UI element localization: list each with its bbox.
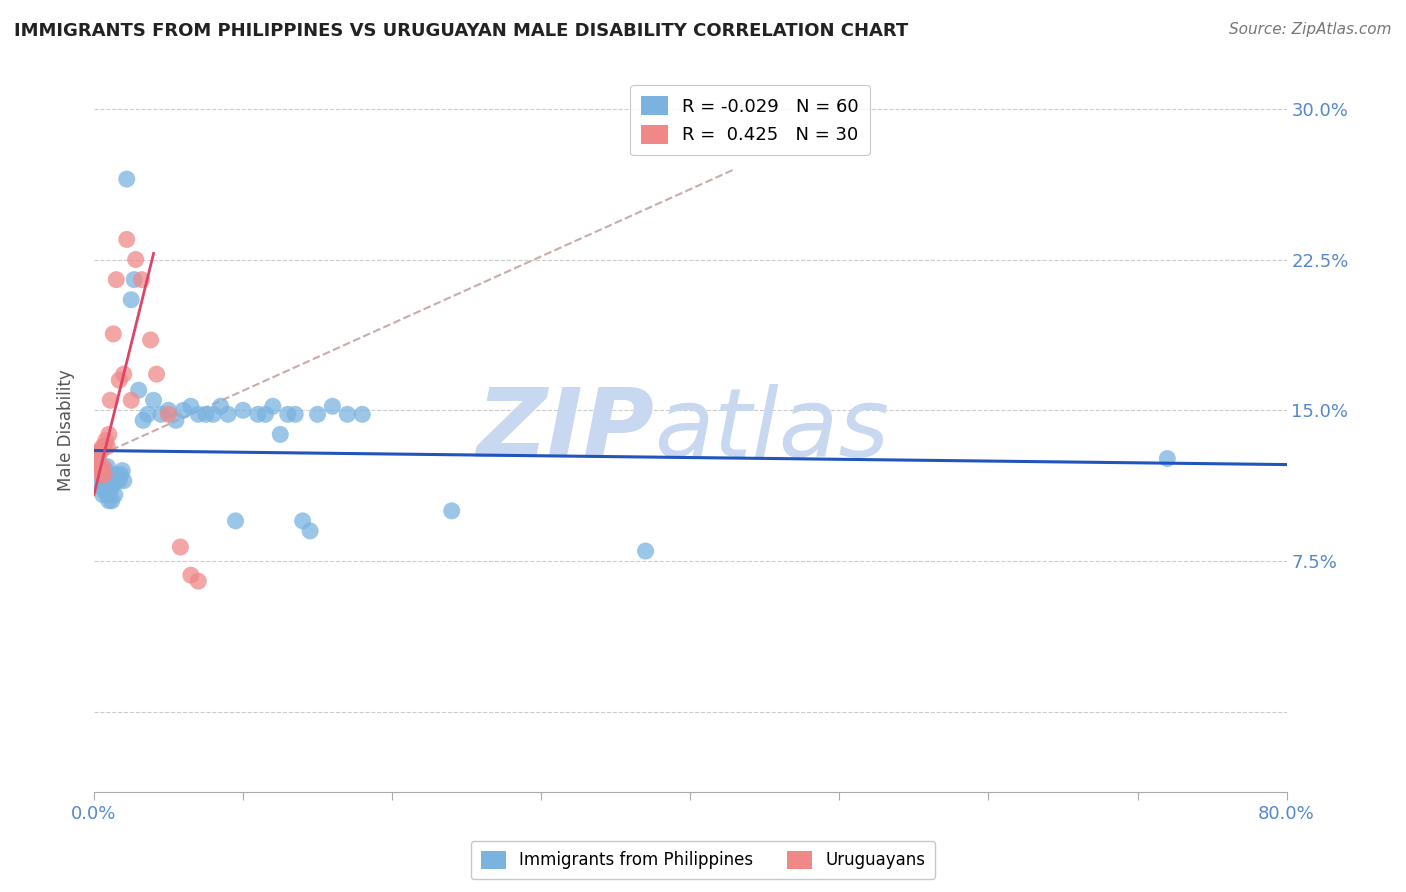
Point [97, 474, 120, 488]
Point [124, 252, 146, 267]
Point [86, 453, 108, 467]
Point [89, 467, 111, 482]
Text: atlas: atlas [654, 384, 890, 477]
Point [93, 483, 115, 498]
Text: IMMIGRANTS FROM PHILIPPINES VS URUGUAYAN MALE DISABILITY CORRELATION CHART: IMMIGRANTS FROM PHILIPPINES VS URUGUAYAN… [14, 22, 908, 40]
Point [91, 474, 114, 488]
Point [94, 434, 117, 448]
Point [122, 272, 145, 286]
Point [96, 488, 118, 502]
Point [136, 407, 159, 421]
Point [277, 407, 299, 421]
Point [89, 459, 111, 474]
Text: ZIP: ZIP [477, 384, 654, 477]
Point [107, 467, 129, 482]
Point [90, 467, 112, 482]
Point [307, 407, 329, 421]
Point [91, 459, 114, 474]
Point [150, 407, 173, 421]
Point [93, 440, 115, 454]
Point [101, 480, 124, 494]
Point [321, 399, 343, 413]
Point [112, 474, 135, 488]
Point [104, 488, 127, 502]
Point [254, 407, 277, 421]
Point [165, 413, 187, 427]
Point [128, 383, 150, 397]
Legend: R = -0.029   N = 60, R =  0.425   N = 30: R = -0.029 N = 60, R = 0.425 N = 30 [630, 85, 870, 155]
Point [1156, 451, 1178, 466]
Point [157, 407, 180, 421]
Point [115, 232, 138, 246]
Point [93, 467, 115, 482]
Point [246, 407, 269, 421]
Point [94, 464, 117, 478]
Point [232, 403, 254, 417]
Point [89, 443, 111, 458]
Point [180, 399, 202, 413]
Point [98, 393, 121, 408]
Point [105, 474, 128, 488]
Point [440, 504, 463, 518]
Y-axis label: Male Disability: Male Disability [58, 369, 75, 491]
Point [120, 293, 142, 307]
Point [97, 493, 120, 508]
Point [120, 393, 142, 408]
Point [96, 459, 118, 474]
Point [98, 483, 121, 498]
Point [101, 493, 124, 508]
Point [187, 574, 209, 589]
Point [115, 172, 138, 186]
Point [145, 367, 167, 381]
Point [84, 448, 107, 462]
Point [142, 393, 165, 408]
Point [269, 427, 291, 442]
Point [139, 333, 162, 347]
Point [209, 399, 232, 413]
Point [112, 367, 135, 381]
Point [169, 540, 191, 554]
Point [110, 467, 132, 482]
Point [91, 488, 114, 502]
Point [352, 407, 374, 421]
Point [103, 326, 125, 341]
Point [90, 464, 112, 478]
Point [131, 272, 153, 286]
Point [157, 403, 180, 417]
Point [96, 440, 118, 454]
Point [262, 399, 284, 413]
Point [172, 403, 194, 417]
Point [98, 467, 121, 482]
Point [87, 450, 110, 464]
Point [132, 413, 155, 427]
Point [284, 407, 307, 421]
Point [90, 443, 112, 458]
Point [194, 407, 217, 421]
Point [90, 480, 112, 494]
Point [87, 448, 110, 462]
Point [94, 477, 117, 491]
Text: Source: ZipAtlas.com: Source: ZipAtlas.com [1229, 22, 1392, 37]
Point [111, 464, 134, 478]
Point [217, 407, 239, 421]
Point [180, 568, 202, 582]
Point [103, 474, 125, 488]
Point [91, 440, 114, 454]
Point [634, 544, 657, 558]
Point [291, 514, 314, 528]
Point [93, 467, 115, 482]
Point [108, 474, 131, 488]
Point [299, 524, 322, 538]
Point [187, 407, 209, 421]
Point [87, 459, 110, 474]
Point [97, 427, 120, 442]
Point [336, 407, 359, 421]
Point [108, 373, 131, 387]
Point [105, 272, 128, 286]
Point [202, 407, 225, 421]
Legend: Immigrants from Philippines, Uruguayans: Immigrants from Philippines, Uruguayans [471, 840, 935, 880]
Point [225, 514, 247, 528]
